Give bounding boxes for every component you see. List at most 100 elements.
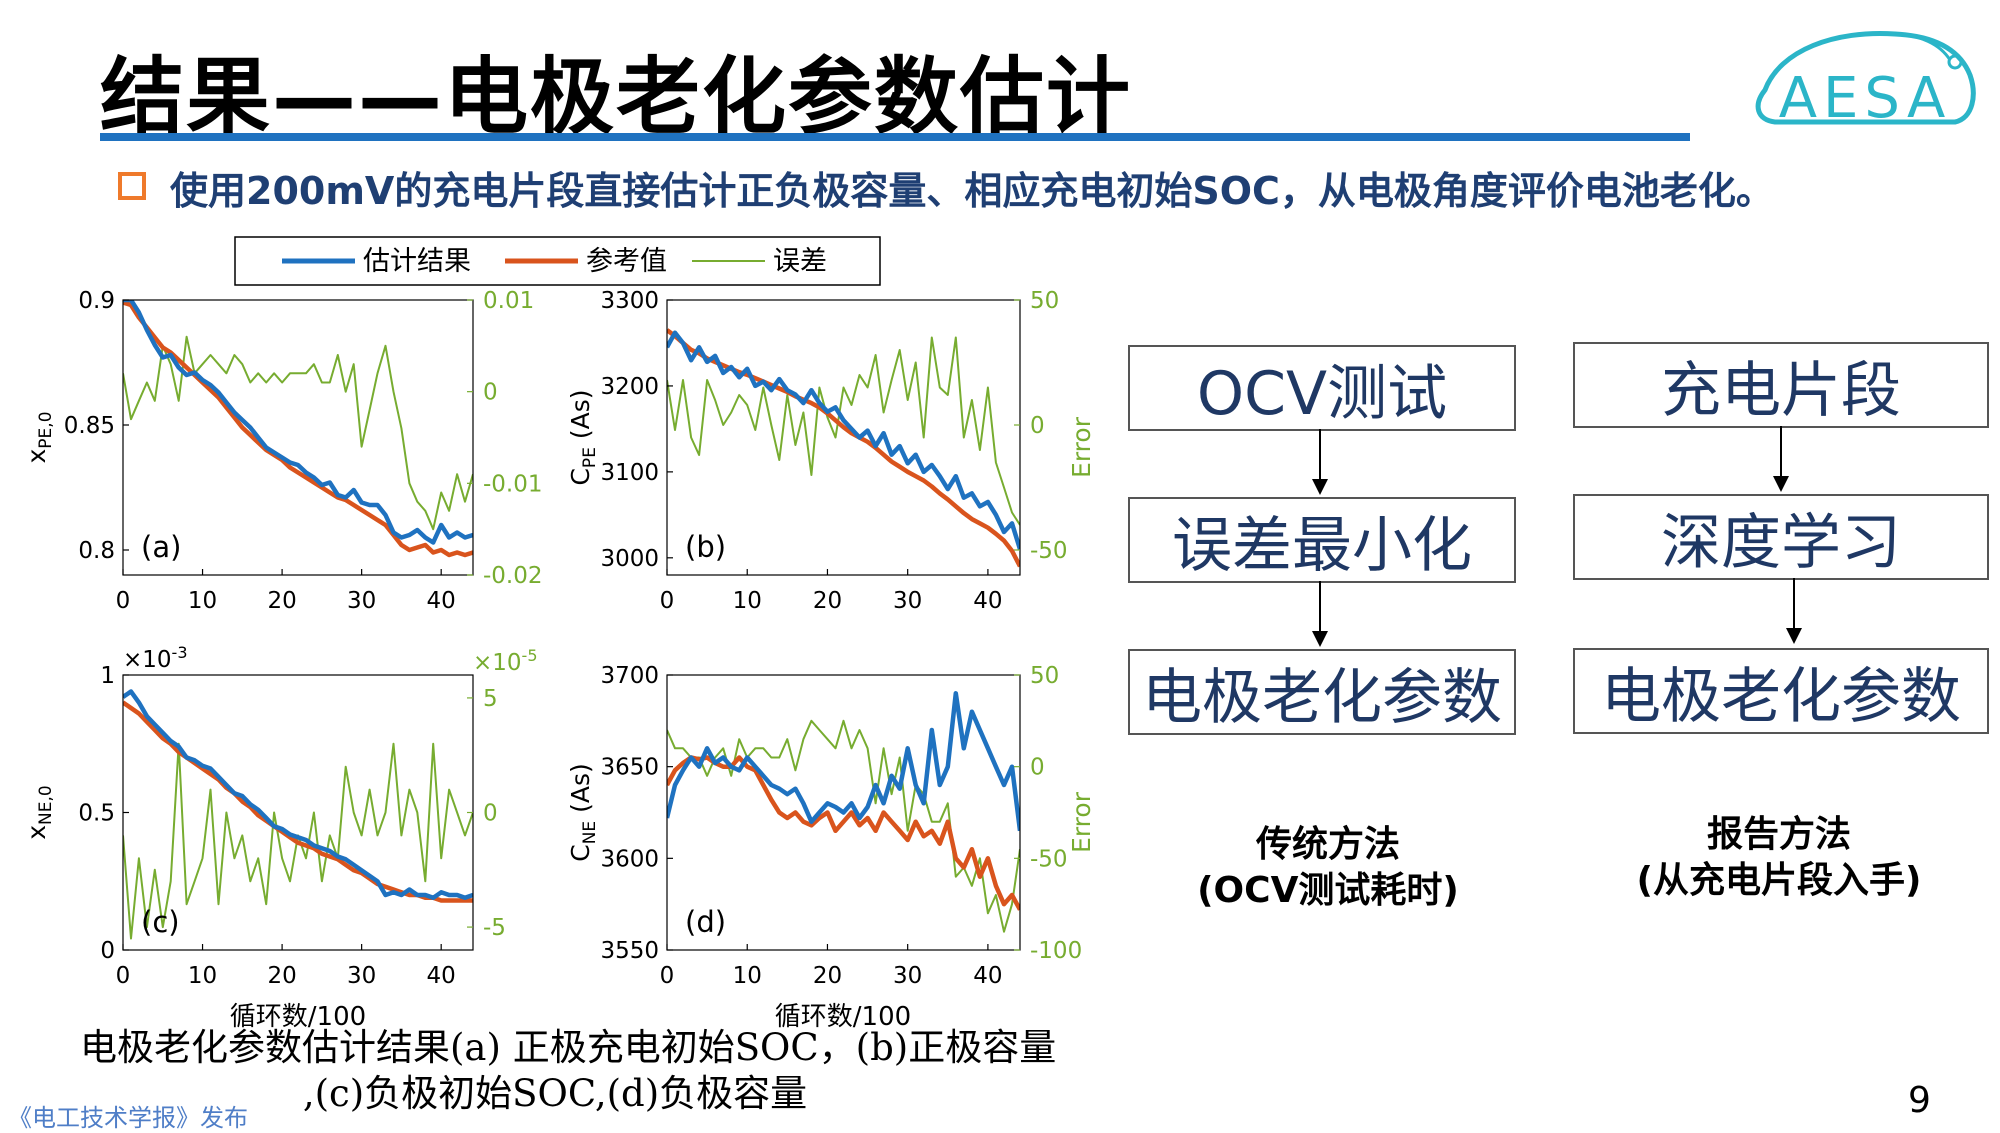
flow-arrow-icon: [1773, 426, 1789, 492]
axis-multiplier: ×10-5: [473, 646, 538, 676]
axis-multiplier: ×10-3: [123, 643, 188, 673]
y2-tick-label: -50: [1030, 538, 1068, 564]
y2-tick-label: -0.01: [483, 471, 543, 497]
x-tick-label: 20: [813, 963, 842, 989]
aesa-logo: AESA: [1755, 31, 1976, 131]
y-axis-label: CPE (As): [566, 389, 600, 485]
series-error: [123, 335, 473, 531]
legend-label-error: 误差: [773, 246, 827, 277]
panel-label: (b): [685, 530, 726, 564]
slide-title: 结果——电极老化参数估计: [100, 48, 1133, 146]
flow-right-step-2: 深度学习: [1573, 494, 1989, 580]
x-tick-label: 10: [188, 588, 217, 614]
x-tick-label: 10: [188, 963, 217, 989]
series-error: [667, 336, 1020, 526]
chart-figure: 估计结果 参考值 误差 0 10 20 30 400.80.850.9-0.02-0.0…: [22, 236, 1096, 1032]
page-number: 9: [1908, 1080, 1931, 1121]
y-tick-label: 3600: [600, 846, 659, 872]
x-tick-label: 30: [347, 963, 376, 989]
y2-tick-label: 0: [483, 801, 498, 827]
source-note: 《电工技术学报》发布: [8, 1104, 248, 1132]
y2-tick-label: 0: [483, 380, 498, 406]
y-axis-label: CNE (As): [566, 763, 600, 862]
chart-legend: 估计结果 参考值 误差: [234, 236, 881, 286]
x-tick-label: 0: [660, 963, 675, 989]
x-axis-label: 循环数/100: [775, 1002, 911, 1032]
y2-tick-label: 0.01: [483, 288, 534, 314]
traditional-method-label: 传统方法 (OCV测试耗时): [1197, 824, 1459, 911]
y-tick-label: 3100: [600, 460, 659, 486]
x-tick-label: 40: [427, 963, 456, 989]
y2-axis-label: Error: [1067, 416, 1096, 478]
plot-frame: [122, 299, 474, 576]
y-tick-label: 0.8: [78, 538, 115, 564]
bullet-text: 使用200mV的充电片段直接估计正负极容量、相应充电初始SOC，从电极角度评价电…: [170, 169, 1774, 213]
x-tick-label: 0: [116, 588, 131, 614]
flow-arrow-icon: [1312, 581, 1328, 647]
x-tick-label: 0: [660, 588, 675, 614]
x-tick-label: 20: [813, 588, 842, 614]
y-tick-label: 3300: [600, 288, 659, 314]
x-tick-label: 40: [973, 588, 1002, 614]
y2-tick-label: -50: [1030, 846, 1068, 872]
x-tick-label: 10: [733, 963, 762, 989]
y-tick-label: 3000: [600, 546, 659, 572]
series-estimate: [667, 691, 1020, 832]
flow-left-step-2: 误差最小化: [1128, 497, 1516, 583]
y-tick-label: 0.85: [64, 413, 115, 439]
x-tick-label: 30: [893, 588, 922, 614]
x-tick-label: 20: [267, 963, 296, 989]
bullet-square-icon: [118, 172, 146, 200]
panel-label: (a): [141, 530, 181, 564]
figure-caption: 电极老化参数估计结果(a) 正极充电初始SOC，(b)正极容量 ,(c)负极初始…: [80, 1026, 1057, 1115]
y2-axis-label: Error: [1067, 791, 1096, 853]
y2-tick-label: -5: [483, 915, 506, 941]
flow-left-step-1: OCV测试: [1128, 345, 1516, 431]
series-reference: [667, 328, 1020, 568]
legend-label-estimate: 估计结果: [363, 246, 471, 277]
x-tick-label: 20: [267, 588, 296, 614]
plot-area: [667, 300, 1020, 575]
panel-label: (d): [685, 905, 726, 939]
flow-right-step-1: 充电片段: [1573, 342, 1989, 428]
series-reference: [123, 300, 473, 558]
y2-tick-label: 0: [1030, 413, 1045, 439]
y-tick-label: 0.9: [78, 288, 115, 314]
y-axis-label: xPE,0: [22, 411, 56, 463]
series-estimate: [123, 689, 473, 901]
y2-tick-label: 50: [1030, 663, 1059, 689]
y2-tick-label: -100: [1030, 938, 1082, 964]
chart-panel: 0 10 20 30 40 0 0.5 1 -5 0 5 (c) xNE,0 ×10-3 ×10-5: [22, 643, 538, 989]
chart-panel: 0 10 20 30 40 3550 3600 3650 3700 -100 -50 0 50 (d) CN…: [566, 663, 1096, 989]
y2-tick-label: 5: [483, 686, 498, 712]
y-tick-label: 0.5: [78, 801, 115, 827]
title-underline: [100, 133, 1690, 141]
logo-text: AESA: [1779, 66, 1952, 131]
chart-panel: 0 10 20 30 40 0.8 0.85 0.9 -0.02 -0.01 0 0.01 (a) xPE…: [22, 288, 543, 614]
panel-label: (c): [141, 905, 180, 939]
series-estimate: [123, 300, 473, 545]
y-tick-label: 3700: [600, 663, 659, 689]
flow-arrow-icon: [1786, 578, 1802, 644]
x-tick-label: 40: [973, 963, 1002, 989]
flow-right-step-3: 电极老化参数: [1573, 648, 1989, 734]
x-tick-label: 30: [893, 963, 922, 989]
y-tick-label: 0: [100, 938, 115, 964]
series-reference: [667, 755, 1020, 911]
x-tick-label: 30: [347, 588, 376, 614]
chart-panel: 0 10 20 30 40 3000 3100 3200 3300 -50 0 50 (b) CPE (A…: [566, 288, 1096, 614]
y-tick-label: 3200: [600, 374, 659, 400]
flow-left-step-3: 电极老化参数: [1128, 649, 1516, 735]
y-tick-label: 1: [100, 663, 115, 689]
x-tick-label: 0: [116, 963, 131, 989]
y2-tick-label: 0: [1030, 755, 1045, 781]
x-axis-label: 循环数/100: [230, 1002, 366, 1032]
series-estimate: [667, 330, 1020, 550]
y2-tick-label: 50: [1030, 288, 1059, 314]
y-tick-label: 3550: [600, 938, 659, 964]
plot-frame: [666, 299, 1021, 576]
plot-frame: [666, 674, 1021, 951]
x-tick-label: 10: [733, 588, 762, 614]
y-axis-label: xNE,0: [22, 785, 56, 839]
proposed-method-label: 报告方法 (从充电片段入手): [1636, 814, 1922, 901]
